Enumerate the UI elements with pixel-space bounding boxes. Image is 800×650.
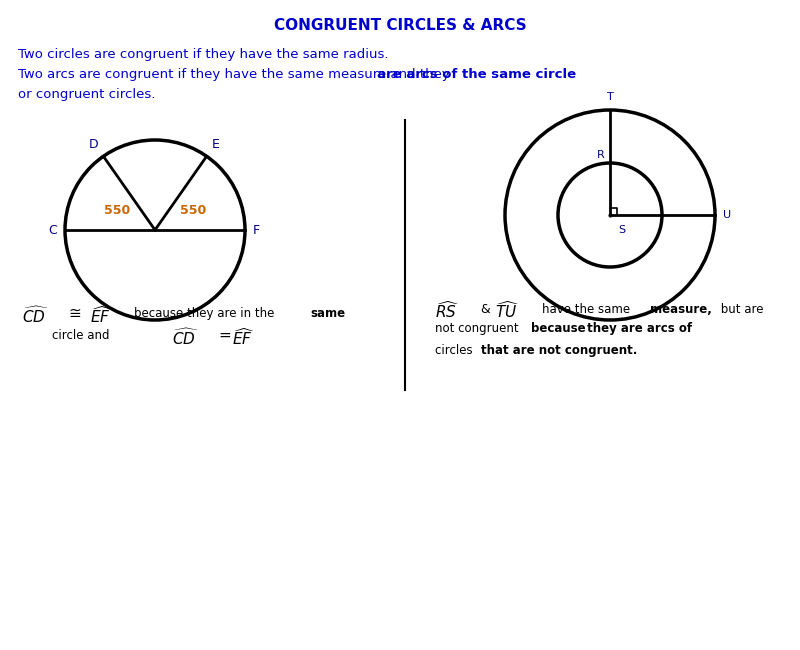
Text: $\widehat{CD}$: $\widehat{CD}$ [22,305,49,326]
Text: $\cong$: $\cong$ [66,305,82,320]
Text: $\widehat{EF}$: $\widehat{EF}$ [232,327,255,348]
Text: CONGRUENT CIRCLES & ARCS: CONGRUENT CIRCLES & ARCS [274,18,526,33]
Text: $=$: $=$ [216,327,232,342]
Text: C: C [48,224,57,237]
Text: Two circles are congruent if they have the same radius.: Two circles are congruent if they have t… [18,48,389,61]
Text: measure,: measure, [650,303,712,316]
Text: E: E [212,138,219,151]
Text: are arcs of the same circle: are arcs of the same circle [377,68,576,81]
Text: U: U [723,210,731,220]
Text: circles: circles [435,344,480,357]
Text: not congruent: not congruent [435,322,526,335]
Text: 550: 550 [180,203,206,216]
Text: or congruent circles.: or congruent circles. [18,88,155,101]
Text: $\widehat{EF}$: $\widehat{EF}$ [90,305,113,326]
Text: because they are in the: because they are in the [134,307,274,320]
Text: that are not congruent.: that are not congruent. [481,344,638,357]
Text: 550: 550 [103,203,130,216]
Text: S: S [618,225,625,235]
Text: they are arcs of: they are arcs of [583,322,692,335]
Text: $\widehat{RS}$: $\widehat{RS}$ [435,300,459,321]
Text: have the same: have the same [542,303,638,316]
Text: same: same [310,307,345,320]
Text: because: because [531,322,586,335]
Text: circle and: circle and [52,329,110,342]
Text: $\widehat{TU}$: $\widehat{TU}$ [495,300,519,321]
Text: R: R [598,150,605,160]
Text: &: & [480,303,490,316]
Text: F: F [253,224,260,237]
Text: $\widehat{CD}$: $\widehat{CD}$ [172,327,199,348]
Text: D: D [89,138,98,151]
Text: T: T [606,92,614,102]
Text: but are: but are [717,303,763,316]
Text: Two arcs are congruent if they have the same measure and they: Two arcs are congruent if they have the … [18,68,458,81]
